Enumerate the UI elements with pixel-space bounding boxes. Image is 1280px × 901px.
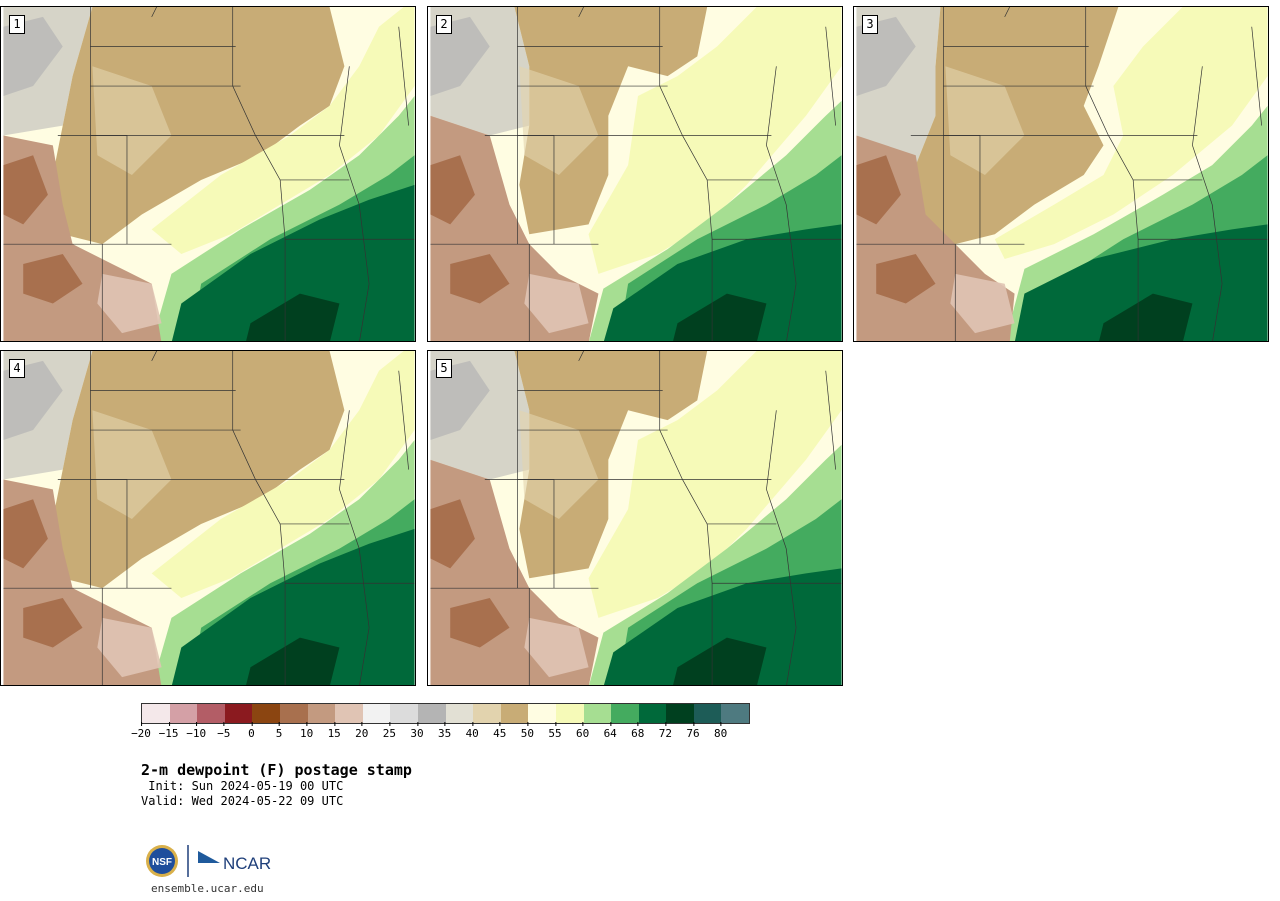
colorbar-swatch: [611, 704, 639, 723]
colorbar-swatch: [638, 704, 667, 723]
dewpoint-map: [3, 351, 415, 685]
dewpoint-map: [430, 7, 842, 341]
colorbar-swatch: [169, 704, 198, 723]
colorbar-tick: 80: [714, 722, 727, 740]
forecast-panel: 3: [853, 6, 1269, 342]
dewpoint-map: [430, 351, 842, 685]
colorbar-tick: −15: [159, 722, 179, 740]
colorbar-tick: −20: [131, 722, 151, 740]
colorbar-swatch: [555, 704, 584, 723]
colorbar-tick: 0: [248, 722, 255, 740]
colorbar-tick: 40: [466, 722, 479, 740]
colorbar-tick-label: 60: [575, 727, 590, 740]
colorbar-swatch: [473, 704, 501, 723]
chart-title: 2-m dewpoint (F) postage stamp: [141, 761, 412, 779]
colorbar-swatch: [279, 704, 308, 723]
colorbar-tick-label: 45: [493, 727, 507, 740]
colorbar-swatch: [142, 704, 170, 723]
dewpoint-colorbar: [141, 703, 751, 724]
colorbar-tick-label: −15: [158, 727, 179, 740]
forecast-panel: 5: [427, 350, 843, 686]
colorbar-tick-label: 80: [713, 727, 728, 740]
colorbar-tick-label: 40: [465, 727, 479, 740]
colorbar-tick-label: 5: [275, 727, 283, 740]
colorbar-tick-label: −10: [186, 727, 207, 740]
colorbar-swatch: [335, 704, 363, 723]
colorbar-tick-label: 35: [437, 727, 452, 740]
colorbar-tick: 45: [493, 722, 506, 740]
colorbar-tick-label: 20: [355, 727, 369, 740]
colorbar-tick: 25: [383, 722, 396, 740]
colorbar-tick: 72: [659, 722, 672, 740]
colorbar-swatch: [252, 704, 280, 723]
colorbar-swatch: [445, 704, 474, 723]
panel-member-label: 3: [862, 15, 878, 34]
colorbar-tick: 68: [631, 722, 644, 740]
colorbar-tick-label: 25: [382, 727, 397, 740]
colorbar-swatch: [417, 704, 446, 723]
colorbar-tick-label: 0: [248, 727, 255, 740]
colorbar-tick: 76: [686, 722, 700, 740]
colorbar-tick-labels: −20 −15 −10 −5 0 5 10 15 20 25 30 35 40 45 50 55 60 64 68 7…: [131, 722, 761, 742]
colorbar-tick-label: 55: [548, 727, 562, 740]
svg-text:NCAR: NCAR: [223, 854, 271, 873]
colorbar-tick-label: −5: [217, 727, 231, 740]
colorbar-swatch: [224, 704, 253, 723]
colorbar-tick-label: 15: [327, 727, 341, 740]
nsf-logo: NSF: [146, 845, 178, 877]
colorbar-swatch: [666, 704, 694, 723]
colorbar-tick: 60: [576, 722, 589, 740]
colorbar-tick: 30: [410, 722, 424, 740]
colorbar-swatch: [583, 704, 612, 723]
dewpoint-map: [3, 7, 415, 341]
panel-member-label: 1: [9, 15, 25, 34]
ncar-logo: NCAR: [198, 851, 271, 873]
colorbar-swatch: [500, 704, 529, 723]
valid-time: Valid: Wed 2024-05-22 09 UTC: [141, 794, 344, 808]
colorbar-tick: 35: [438, 722, 451, 740]
colorbar-tick-label: 10: [299, 727, 314, 740]
colorbar-swatch: [693, 704, 722, 723]
init-time: Init: Sun 2024-05-19 00 UTC: [141, 779, 344, 793]
colorbar-tick-label: 72: [658, 727, 673, 740]
colorbar-swatch: [721, 704, 750, 723]
colorbar-tick: 50: [521, 722, 534, 740]
colorbar-swatch: [390, 704, 418, 723]
panel-member-label: 2: [436, 15, 452, 34]
colorbar-tick: 20: [355, 722, 368, 740]
colorbar-swatch: [307, 704, 336, 723]
colorbar-tick-label: 50: [520, 727, 535, 740]
colorbar-swatch: [197, 704, 225, 723]
svg-text:NSF: NSF: [152, 857, 172, 868]
panel-member-label: 4: [9, 359, 25, 378]
colorbar-tick-label: 30: [410, 727, 424, 740]
forecast-panel: 1: [0, 6, 416, 342]
colorbar-tick: −5: [217, 722, 230, 740]
panel-member-label: 5: [436, 359, 452, 378]
colorbar-tick-label: −20: [131, 727, 151, 740]
colorbar-tick: 10: [300, 722, 313, 740]
colorbar-tick-label: 64: [603, 727, 617, 740]
forecast-panel: 2: [427, 6, 843, 342]
logo-group: NSF NCAR: [145, 843, 275, 879]
forecast-panel: 4: [0, 350, 416, 686]
colorbar-tick: 15: [328, 722, 341, 740]
colorbar-tick: 64: [604, 722, 617, 740]
colorbar-tick-label: 76: [686, 727, 700, 740]
dewpoint-map: [856, 7, 1268, 341]
colorbar-swatch: [362, 704, 391, 723]
colorbar-tick: 5: [275, 722, 283, 740]
colorbar-tick: 55: [548, 722, 562, 740]
colorbar-swatch: [528, 704, 556, 723]
colorbar-tick-label: 68: [631, 727, 645, 740]
colorbar-tick: −10: [186, 722, 206, 740]
site-url[interactable]: ensemble.ucar.edu: [151, 882, 264, 895]
